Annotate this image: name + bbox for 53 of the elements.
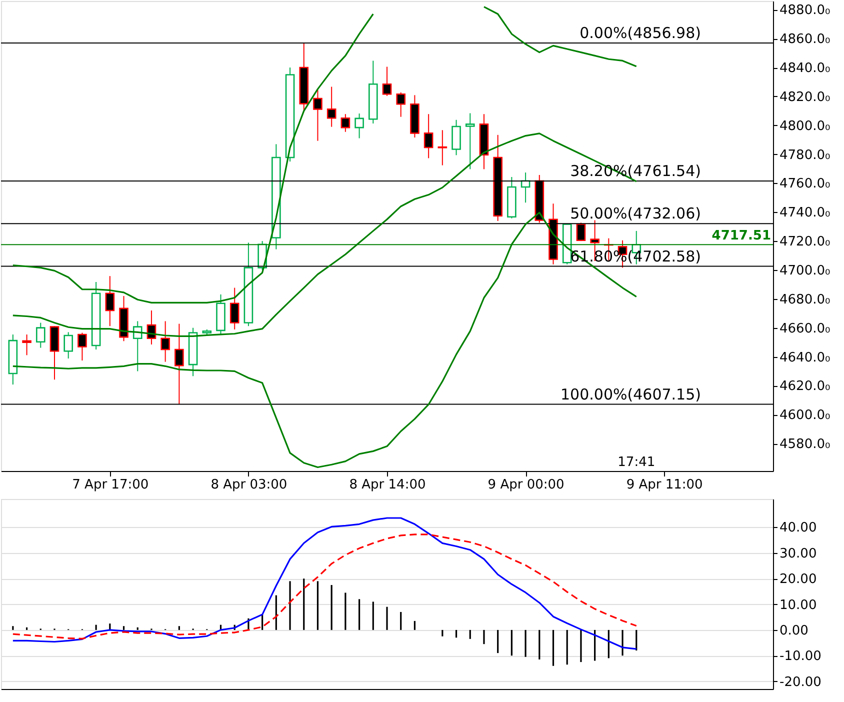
- y-tick-label: 4820.0₀: [780, 90, 830, 105]
- y-tick-label: 4800.0₀: [780, 118, 830, 134]
- ref-line-label: 50.00%(4732.06): [570, 204, 701, 223]
- candlestick: [452, 119, 461, 156]
- y-tick-label: 40.00: [780, 520, 817, 536]
- y-tick-label: 4760.0₀: [780, 176, 830, 192]
- x-tick-label: 9 Apr 00:00: [488, 478, 564, 492]
- candlestick: [132, 320, 142, 372]
- candlestick: [78, 332, 87, 362]
- y-tick-label: 4600.0₀: [780, 408, 830, 424]
- candlestick: [36, 322, 46, 348]
- y-tick-label: 4580.0₀: [780, 437, 830, 452]
- y-tick-label: 30.00: [780, 546, 817, 562]
- annotation: 17:41: [618, 455, 656, 470]
- y-tick-label: -20.00: [780, 674, 822, 690]
- ref-line-label: 100.00%(4607.15): [560, 385, 701, 404]
- y-tick-label: 4860.0₀: [780, 32, 830, 48]
- candlestick: [465, 112, 475, 170]
- ref-line-label: 0.00%(4856.98): [580, 24, 701, 42]
- y-tick-label: 4640.0₀: [780, 350, 830, 366]
- x-tick-label: 7 Apr 17:00: [72, 478, 149, 492]
- candlestick: [105, 276, 115, 327]
- y-tick-label: -10.00: [780, 649, 822, 664]
- candlestick: [396, 92, 406, 118]
- candlestick: [230, 287, 240, 330]
- y-tick-label: 10.00: [780, 598, 817, 613]
- y-tick-label: 4740.0₀: [780, 206, 830, 221]
- x-tick-label: 9 Apr 11:00: [626, 478, 703, 492]
- y-tick-label: 4660.0₀: [780, 321, 830, 336]
- y-tick-label: 4880.0₀: [780, 3, 830, 18]
- y-tick-label: 20.00: [780, 572, 817, 588]
- x-tick-label: 8 Apr 03:00: [210, 478, 288, 492]
- line-series: [12, 517, 638, 650]
- candlestick: [340, 114, 350, 132]
- candlestick: [438, 130, 448, 166]
- candlestick: [313, 90, 322, 142]
- x-tick-label: 8 Apr 14:00: [349, 478, 426, 492]
- candlestick: [160, 320, 170, 362]
- y-tick-label: 4620.0₀: [780, 379, 830, 394]
- line-series: [12, 534, 638, 640]
- candlestick: [326, 86, 336, 128]
- candlestick: [354, 113, 364, 139]
- candlestick: [424, 114, 434, 159]
- candlestick: [64, 332, 73, 359]
- y-tick-label: 4780.0₀: [780, 148, 830, 163]
- y-tick-label: 4700.0₀: [780, 263, 830, 278]
- candlestick: [382, 66, 392, 96]
- y-tick-label: 0.00: [780, 623, 808, 638]
- y-tick-label: 4720.0₀: [780, 234, 830, 250]
- ref-line-label: 4717.51: [712, 228, 771, 244]
- candlestick: [22, 334, 32, 356]
- y-tick-label: 4840.0₀: [780, 61, 830, 76]
- y-tick-label: 4680.0₀: [780, 292, 830, 308]
